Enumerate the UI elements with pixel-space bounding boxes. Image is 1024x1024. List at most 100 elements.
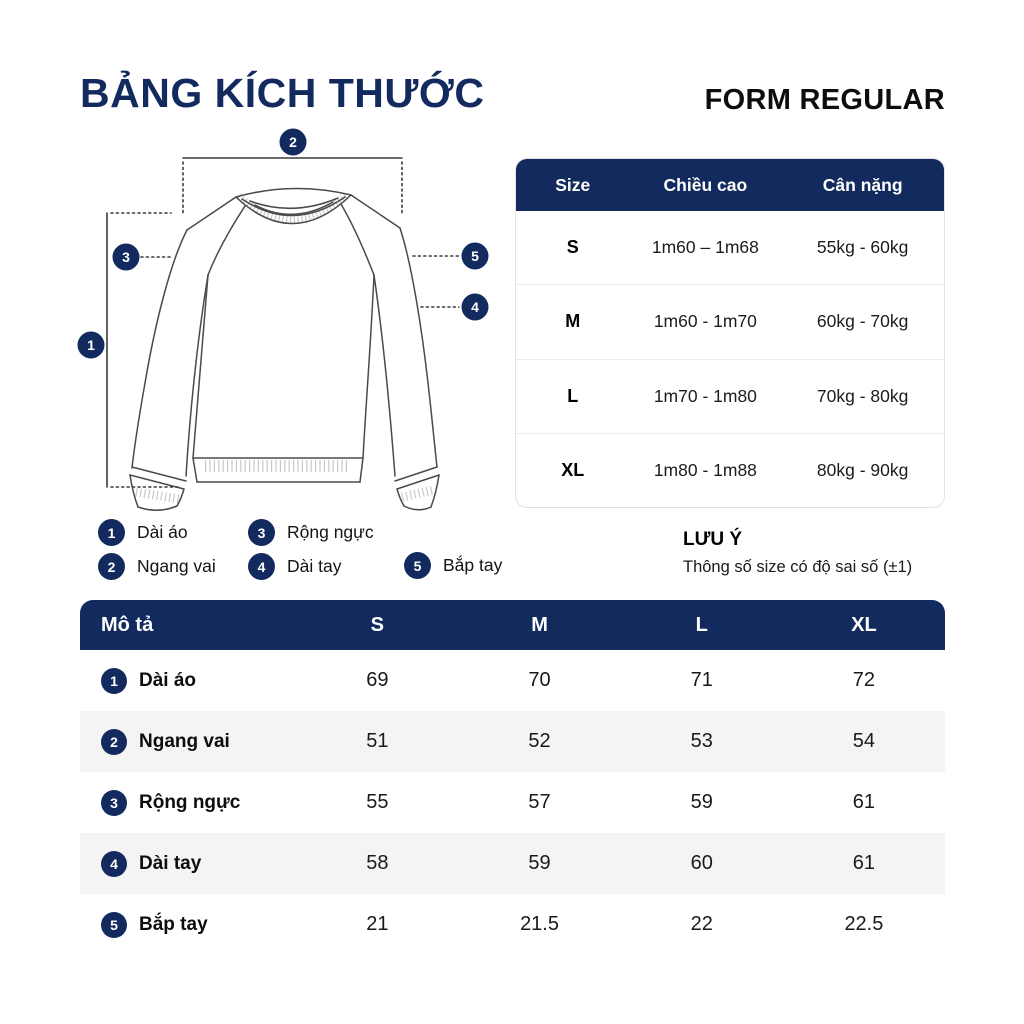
row-number-badge: 2 [101,728,127,755]
size-cell: M [565,311,581,332]
legend-label: Rộng ngực [287,522,374,542]
weight-cell: 60kg - 70kg [816,311,909,332]
table-row: XL 1m80 - 1m88 80kg - 90kg [516,432,944,507]
size-height-weight-table: Size Chiều cao Cân nặng S 1m60 – 1m68 55… [515,158,945,508]
table-row: 1 Dài áo 69 70 71 72 [80,650,945,711]
size-cell: S [566,237,579,258]
measurements-table-header: Mô tả S M L XL [80,600,945,650]
callout-3: 3 [112,243,140,271]
svg-text:1: 1 [87,337,95,353]
value-cell: 54 [852,730,876,752]
size-table-header: Size Chiều cao Cân nặng [516,159,944,211]
value-cell: 60 [690,852,713,874]
row-label-text: Ngang vai [139,730,230,752]
svg-text:2: 2 [289,134,297,150]
callout-5: 5 [461,242,489,270]
callout-4: 4 [461,293,489,321]
row-number-badge: 4 [101,850,127,877]
row-label: 4 Dài tay [80,850,296,877]
svg-text:3: 3 [122,249,130,265]
header-size-xl: XL [851,613,877,636]
table-row: 2 Ngang vai 51 52 53 54 [80,711,945,772]
table-row: M 1m60 - 1m70 60kg - 70kg [516,284,944,358]
value-cell: 21.5 [520,913,559,935]
row-number-badge: 1 [101,667,127,694]
size-cell: L [567,385,579,406]
row-label-text: Dài tay [139,852,202,874]
header-size-l: L [695,613,708,636]
value-cell: 71 [690,669,713,691]
value-cell: 22 [690,913,713,935]
value-cell: 70 [528,669,551,691]
note-block: LƯU Ý Thông số size có độ sai số (±1) [683,529,912,577]
size-cell: XL [561,459,585,480]
value-cell: 55 [366,791,389,813]
height-cell: 1m80 - 1m88 [653,459,757,480]
value-cell: 53 [690,730,713,752]
legend-label: Ngang vai [137,556,216,576]
measure-lines [106,157,460,488]
form-regular-label: FORM REGULAR [704,84,945,116]
height-cell: 1m60 - 1m70 [653,311,757,332]
legend-number-badge: 2 [98,553,125,580]
legend-item-dai-tay: 4 Dài tay [248,553,341,580]
legend-number-badge: 5 [404,552,431,579]
legend-item-ngang-vai: 2 Ngang vai [98,553,216,580]
rib-texture [135,191,435,504]
legend-label: Dài tay [287,556,342,576]
table-row: 5 Bắp tay 21 21.5 22 22.5 [80,894,945,955]
header-mo-ta: Mô tả [101,613,154,636]
height-cell: 1m70 - 1m80 [653,385,757,406]
sweatshirt-outline [129,187,440,511]
note-title: LƯU Ý [683,529,743,550]
legend-number-badge: 3 [248,519,275,546]
weight-cell: 70kg - 80kg [816,385,909,406]
value-cell: 72 [852,669,876,691]
size-table-header-size: Size [555,174,591,195]
height-cell: 1m60 – 1m68 [651,237,759,258]
value-cell: 69 [366,669,389,691]
sweatshirt-diagram: 1 2 3 5 4 [77,128,489,511]
row-number-badge: 5 [101,911,127,938]
row-label-text: Bắp tay [139,913,208,935]
table-row: 3 Rộng ngực 55 57 59 61 [80,772,945,833]
row-label-text: Rộng ngực [139,791,241,813]
row-label: 5 Bắp tay [80,911,296,938]
value-cell: 57 [528,791,551,813]
value-cell: 22.5 [844,913,884,935]
weight-cell: 55kg - 60kg [816,237,909,258]
legend-item-bap-tay: 5 Bắp tay [404,552,502,579]
value-cell: 59 [528,852,551,874]
value-cell: 21 [366,913,389,935]
row-label: 1 Dài áo [80,667,296,694]
size-table-header-height: Chiều cao [663,174,748,195]
row-number-badge: 3 [101,789,127,816]
callout-1: 1 [77,331,105,359]
value-cell: 52 [528,730,551,752]
page-title: BẢNG KÍCH THƯỚC [80,70,485,116]
value-cell: 61 [852,852,876,874]
row-label: 3 Rộng ngực [80,789,296,816]
value-cell: 59 [690,791,713,813]
legend-label: Bắp tay [443,555,503,575]
header-size-m: M [531,613,548,636]
weight-cell: 80kg - 90kg [816,459,909,480]
legend-number-badge: 4 [248,553,275,580]
table-row: 4 Dài tay 58 59 60 61 [80,833,945,894]
header-size-s: S [370,613,385,636]
row-label-text: Dài áo [139,669,197,691]
legend-number-badge: 1 [98,519,125,546]
callout-2: 2 [279,128,307,156]
value-cell: 58 [366,852,389,874]
table-row: S 1m60 – 1m68 55kg - 60kg [516,211,944,284]
legend-item-rong-nguc: 3 Rộng ngực [248,519,374,546]
table-row: L 1m70 - 1m80 70kg - 80kg [516,358,944,433]
measurements-table: Mô tả S M L XL 1 Dài áo 69 70 71 72 2 Ng… [80,600,945,955]
row-label: 2 Ngang vai [80,728,296,755]
legend-label: Dài áo [137,522,188,542]
value-cell: 61 [852,791,876,813]
svg-text:4: 4 [471,299,479,315]
value-cell: 51 [366,730,389,752]
legend-item-dai-ao: 1 Dài áo [98,519,188,546]
